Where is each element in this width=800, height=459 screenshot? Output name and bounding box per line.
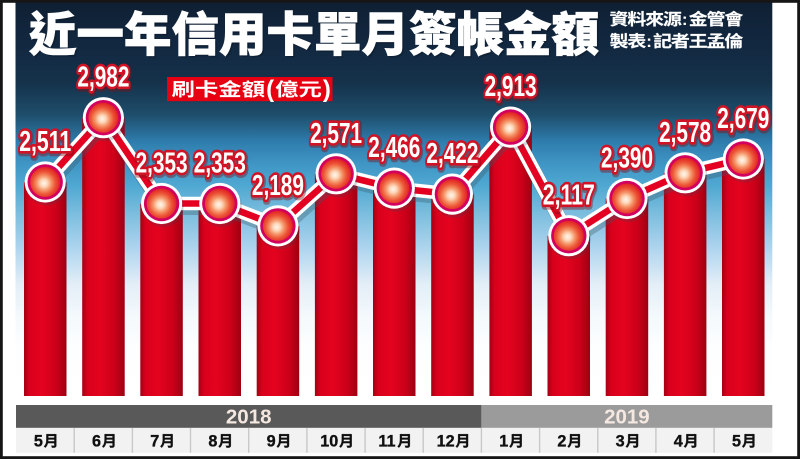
svg-text:2,571: 2,571 [310,118,362,150]
svg-text:2,353: 2,353 [194,148,246,180]
svg-text::: : [682,10,688,29]
svg-text:2,117: 2,117 [543,180,595,212]
svg-text:2,353: 2,353 [136,148,188,180]
svg-text:2,982: 2,982 [77,62,129,94]
svg-text:1: 1 [499,432,508,450]
svg-text:2,511: 2,511 [20,127,72,159]
svg-text:2,117: 2,117 [543,180,595,212]
svg-text:4: 4 [674,432,683,450]
svg-text:2,679: 2,679 [718,104,770,136]
svg-text:2,353: 2,353 [194,148,246,180]
svg-text:9: 9 [267,432,276,450]
svg-text:2: 2 [557,432,566,450]
svg-text:2018: 2018 [226,406,272,429]
svg-text:6: 6 [92,432,101,450]
svg-text:2,422: 2,422 [426,138,478,170]
svg-text:10: 10 [320,432,338,450]
svg-text:5: 5 [732,432,741,450]
svg-text:2,466: 2,466 [369,134,421,166]
svg-text:2,578: 2,578 [659,117,711,149]
svg-text:2,578: 2,578 [660,118,712,150]
svg-text:11: 11 [378,432,395,450]
svg-text:2,422: 2,422 [427,140,479,172]
svg-text:2,390: 2,390 [602,144,654,176]
svg-text:(: ( [266,76,274,103]
svg-text:2,390: 2,390 [601,143,653,175]
svg-text:2,913: 2,913 [485,71,537,103]
svg-text:2,571: 2,571 [310,118,362,150]
svg-text:): ) [323,76,331,103]
svg-text:2,353: 2,353 [136,148,188,180]
svg-text:8: 8 [208,432,217,450]
svg-text::: : [646,32,652,51]
svg-text:2019: 2019 [604,406,650,429]
svg-text:2,353: 2,353 [136,149,188,181]
svg-text:2,353: 2,353 [195,149,247,181]
svg-text:2,189: 2,189 [252,170,304,202]
svg-text:2,117: 2,117 [544,181,596,213]
svg-text:2,390: 2,390 [601,143,653,175]
svg-text:2,422: 2,422 [426,138,478,170]
svg-text:2,571: 2,571 [311,119,363,151]
svg-text:12: 12 [437,432,455,450]
svg-text:3: 3 [616,432,625,450]
svg-text:2,466: 2,466 [368,132,420,164]
svg-text:2,578: 2,578 [659,117,711,149]
svg-text:2,511: 2,511 [19,126,71,158]
svg-text:2,913: 2,913 [485,71,537,103]
svg-text:2,511: 2,511 [19,126,71,158]
svg-text:2,913: 2,913 [485,73,537,105]
svg-text:2,679: 2,679 [717,103,769,135]
svg-text:2,982: 2,982 [77,62,129,94]
svg-text:5: 5 [34,432,43,450]
svg-text:2,189: 2,189 [252,170,304,202]
svg-text:2,189: 2,189 [253,171,305,203]
svg-text:2,679: 2,679 [717,103,769,135]
svg-text:2,982: 2,982 [78,63,130,95]
svg-text:2,466: 2,466 [368,132,420,164]
svg-text:7: 7 [150,432,159,450]
